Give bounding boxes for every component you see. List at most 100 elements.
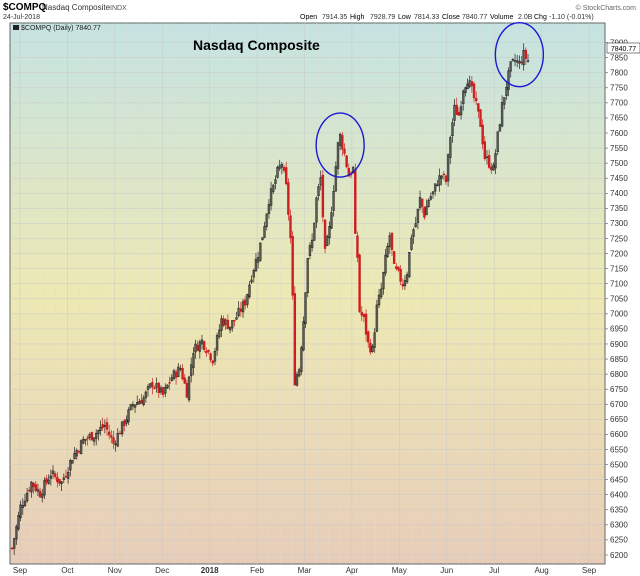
candle-up	[440, 175, 443, 179]
candle-up	[405, 274, 409, 283]
candle-down	[289, 215, 292, 239]
candle-up	[317, 186, 320, 196]
candle-up	[259, 242, 262, 261]
candle-down	[123, 420, 126, 426]
candle-down	[421, 198, 424, 207]
candle-down	[56, 476, 59, 483]
candle-up	[304, 292, 307, 324]
candle-down	[239, 308, 243, 312]
candle-down	[90, 431, 94, 441]
candle-down	[226, 319, 230, 329]
candle-up	[485, 156, 489, 158]
candle-up	[228, 326, 232, 331]
candle-up	[194, 343, 197, 353]
annotation-circles	[315, 21, 545, 178]
candle-up	[144, 391, 148, 399]
candle-up	[261, 237, 264, 241]
candle-down	[202, 341, 206, 351]
candle-up	[332, 190, 335, 211]
candle-down	[442, 173, 445, 176]
last-price-badge-box	[606, 42, 640, 54]
candle-up	[250, 279, 253, 283]
candle-up	[177, 366, 180, 377]
candle-up	[66, 471, 70, 479]
candle-up	[127, 409, 130, 423]
candle-down	[77, 451, 81, 453]
high-label: High	[350, 14, 365, 21]
candle-up	[36, 489, 40, 492]
candle-up	[231, 320, 234, 329]
candle-down	[399, 268, 402, 282]
candle-up	[315, 197, 318, 223]
candle-up	[418, 197, 422, 209]
y-tick-label: 6450	[610, 475, 628, 484]
candle-up	[71, 460, 74, 464]
candle-down	[455, 104, 458, 116]
candle-up	[213, 350, 217, 362]
candle-down	[360, 311, 363, 316]
symbol-label: $COMPQ	[3, 2, 47, 13]
candle-down	[112, 437, 115, 444]
candle-up	[449, 137, 452, 158]
candle-down	[233, 319, 236, 322]
x-tick-label: Nov	[108, 566, 122, 575]
candle-up	[237, 307, 240, 317]
candle-up	[388, 235, 392, 248]
y-tick-label: 7300	[610, 219, 628, 228]
candle-up	[446, 154, 450, 182]
candle-up	[95, 432, 98, 439]
y-tick-label: 7100	[610, 280, 628, 289]
candle-down	[45, 478, 48, 483]
y-tick-label: 7850	[610, 53, 628, 62]
candle-up	[49, 475, 53, 479]
candle-down	[284, 167, 288, 185]
candle-down	[369, 342, 372, 353]
candle-up	[97, 430, 100, 435]
candle-down	[483, 141, 487, 160]
candle-up	[468, 80, 471, 87]
candle-up	[302, 321, 305, 351]
y-tick-label: 7350	[610, 204, 628, 213]
candle-up	[438, 175, 441, 186]
candle-up	[189, 364, 193, 377]
chart-header: $COMPQ Nasdaq Composite INDX 24-Jul-2018…	[3, 2, 636, 21]
close-value: 7840.77	[462, 14, 487, 21]
candle-up	[248, 284, 251, 298]
candle-up	[47, 479, 50, 484]
candle-up	[263, 226, 266, 238]
candle-up	[41, 493, 44, 498]
candle-up	[75, 450, 78, 457]
chg-label: Chg	[534, 14, 547, 21]
candle-down	[222, 318, 225, 326]
y-tick-label: 6950	[610, 325, 628, 334]
volume-label: Volume	[490, 14, 513, 21]
candle-up	[436, 184, 439, 187]
candle-down	[395, 266, 398, 269]
candle-up	[17, 515, 20, 530]
candle-down	[196, 344, 199, 351]
candle-up	[308, 245, 312, 256]
candle-up	[172, 370, 176, 379]
y-tick-label: 6350	[610, 506, 628, 515]
candles	[10, 43, 530, 556]
candle-down	[401, 283, 404, 287]
x-tick-label: Dec	[155, 566, 169, 575]
candle-up	[382, 272, 385, 290]
candle-up	[433, 183, 437, 192]
x-tick-label: Oct	[61, 566, 74, 575]
candle-up	[82, 438, 85, 444]
candle-down	[392, 251, 396, 264]
candle-up	[125, 419, 128, 424]
candle-up	[84, 439, 87, 441]
candle-up	[522, 50, 525, 66]
candle-up	[159, 387, 163, 393]
candle-up	[373, 332, 376, 348]
candle-up	[99, 426, 102, 431]
candle-up	[136, 402, 139, 405]
y-tick-label: 7550	[610, 144, 628, 153]
candle-down	[347, 167, 351, 177]
candle-up	[30, 481, 33, 493]
chg-value: -1.10 (-0.01%)	[549, 14, 594, 21]
candle-down	[101, 424, 104, 428]
